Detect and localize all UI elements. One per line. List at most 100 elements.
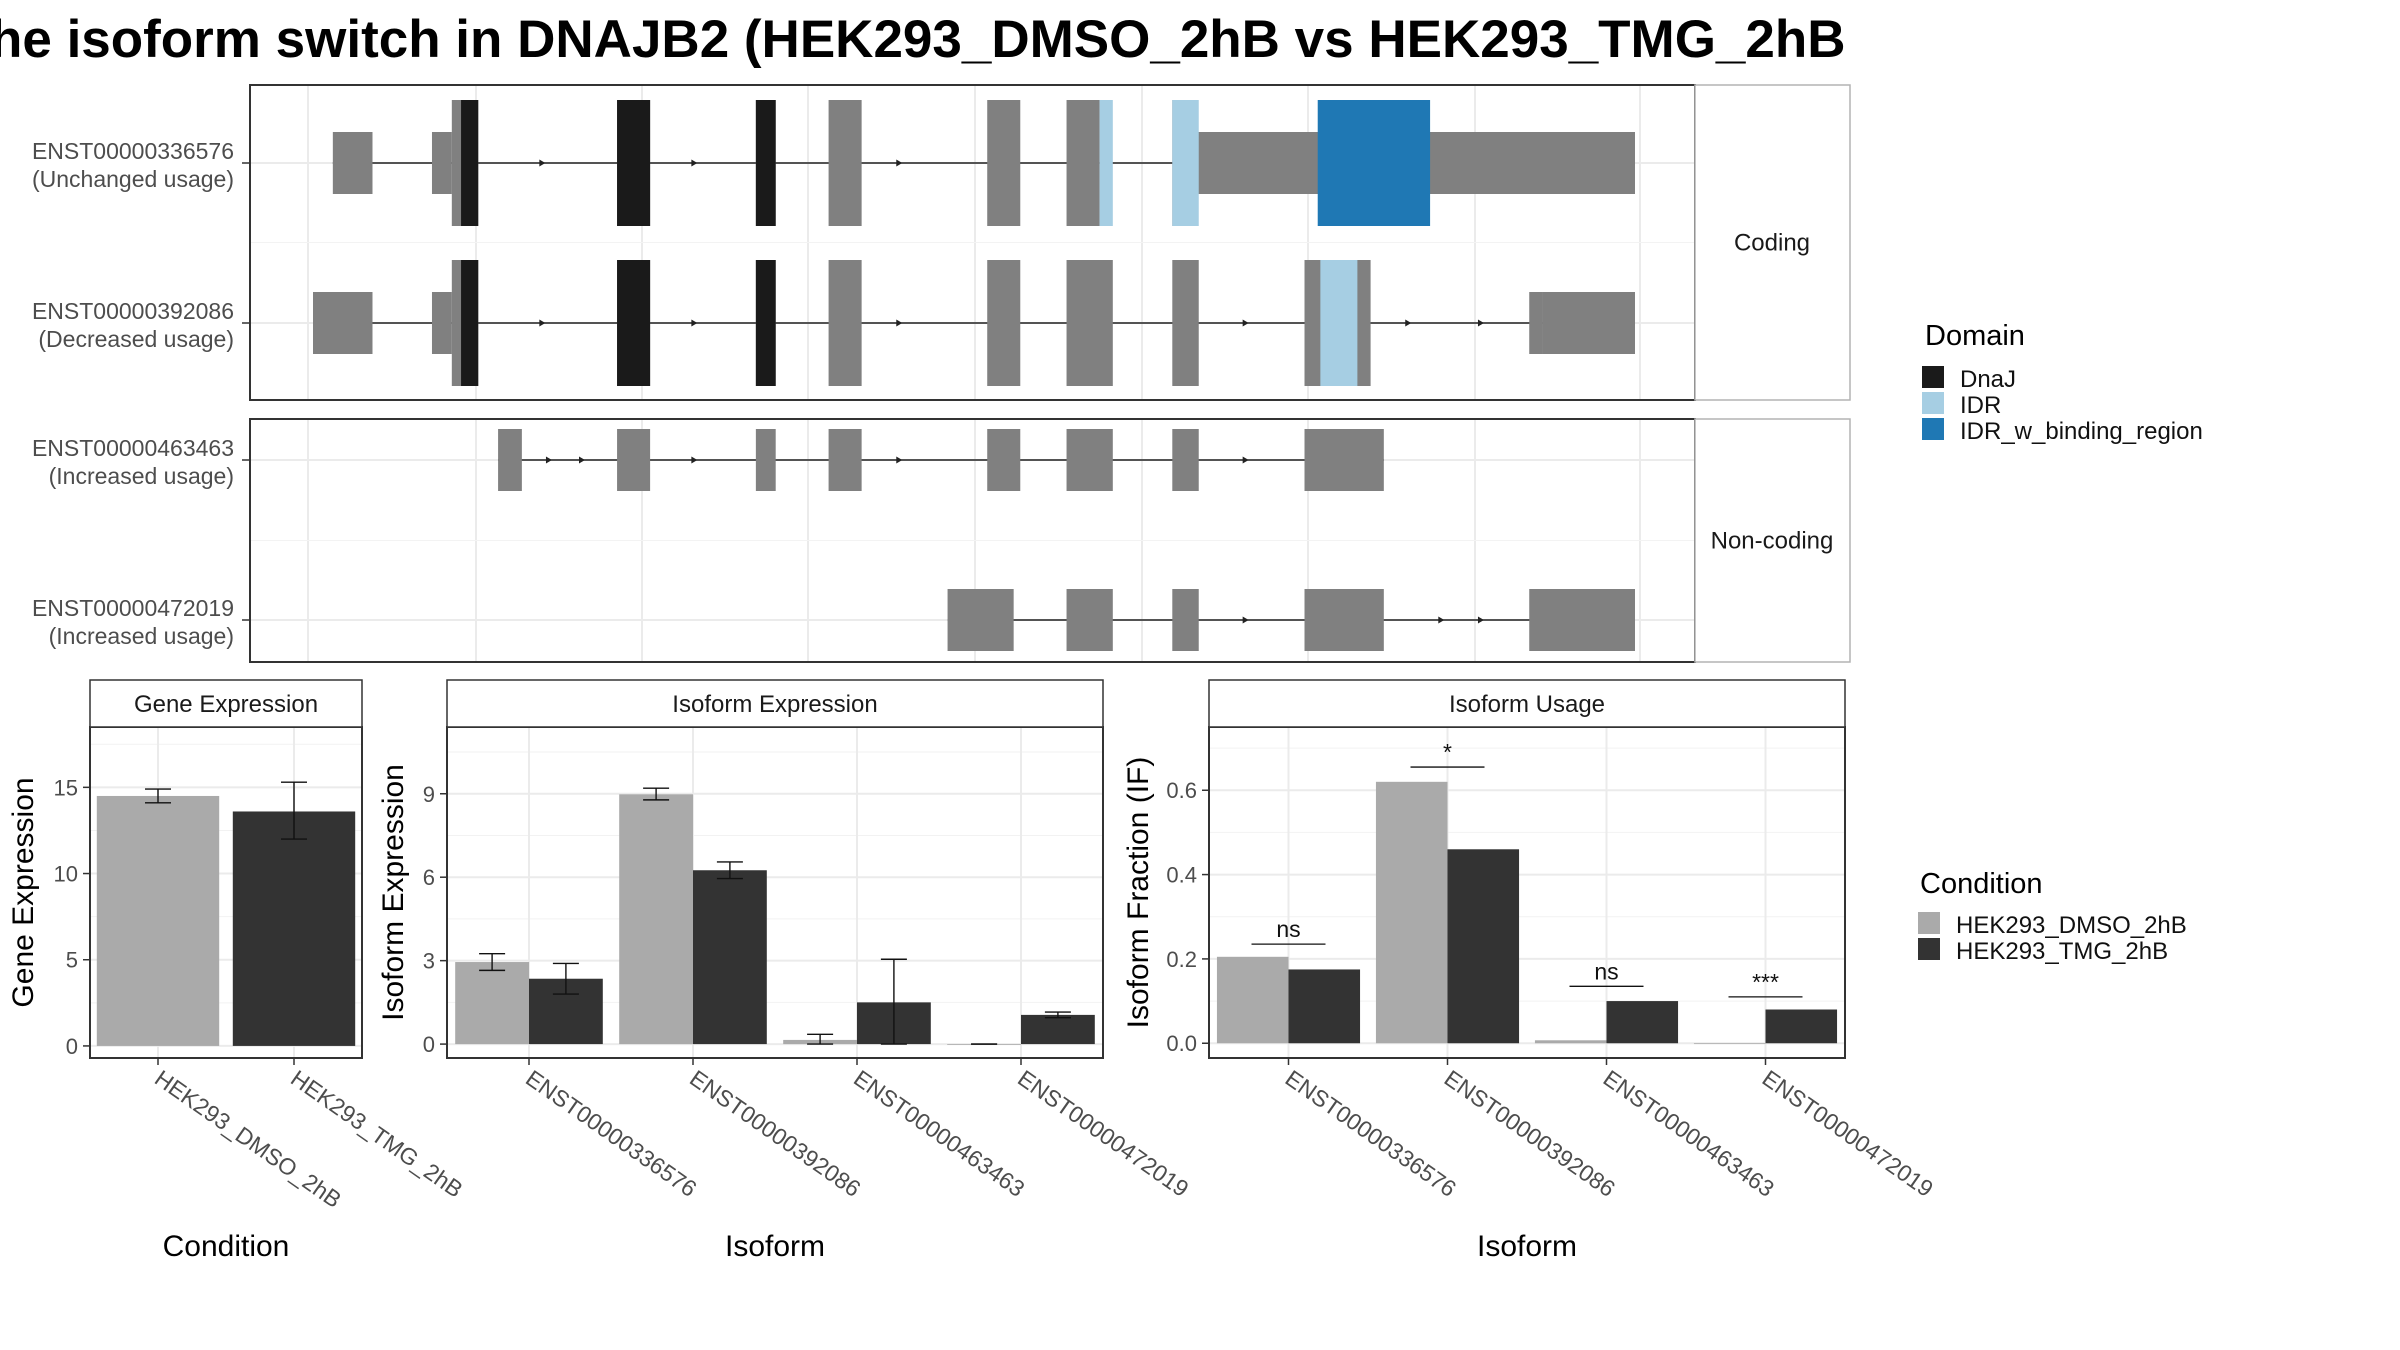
bar <box>1288 969 1361 1044</box>
y-tick-label: 3 <box>423 949 435 974</box>
exon-block <box>987 100 1021 226</box>
bar <box>1606 1001 1679 1044</box>
legend-key-tmg <box>1918 938 1940 960</box>
expression-panels: Gene Expression051015HEK293_DMSO_2hBHEK2… <box>7 679 1938 1263</box>
bar <box>1534 1040 1607 1044</box>
domain-legend-title: Domain <box>1925 320 2025 352</box>
y-axis-title: Isoform Fraction (IF) <box>1122 757 1155 1029</box>
exon-block <box>332 132 373 194</box>
exon-block <box>1066 429 1113 491</box>
bar <box>693 870 767 1045</box>
bar <box>1765 1009 1838 1044</box>
intron-direction-arrow <box>896 456 903 464</box>
bar <box>455 962 529 1045</box>
legend-label-idr: IDR <box>1960 392 2001 419</box>
figure-title: he isoform switch in DNAJB2 (HEK293_DMSO… <box>0 10 1846 69</box>
domain-block <box>1099 100 1113 226</box>
facet-strip <box>1208 679 1846 728</box>
legend-key-idr <box>1922 392 1944 414</box>
y-tick-label: 0.4 <box>1166 863 1197 888</box>
intron-direction-arrow <box>1242 616 1249 624</box>
facet-strip <box>89 679 363 728</box>
legend-label-idr-binding: IDR_w_binding_region <box>1960 418 2203 445</box>
bar <box>619 794 693 1045</box>
domain-block <box>461 260 479 386</box>
intron-direction-arrow <box>579 456 586 464</box>
bar <box>1021 1014 1095 1045</box>
y-tick-label: 0.2 <box>1166 947 1197 972</box>
exon-block <box>1066 589 1113 651</box>
exon-block <box>431 132 452 194</box>
exon-block <box>1172 589 1199 651</box>
facet-strip-label: Isoform Usage <box>1449 691 1605 718</box>
x-axis-title: Isoform <box>1477 1230 1577 1263</box>
exon-block <box>828 429 862 491</box>
y-tick-label: 0 <box>423 1032 435 1057</box>
legend-key-dnaj <box>1922 366 1944 388</box>
exon-block <box>947 589 1014 651</box>
exon-block <box>1066 100 1100 226</box>
bar <box>232 811 356 1046</box>
significance-label: * <box>1443 739 1452 765</box>
facet-strip <box>1694 84 1851 401</box>
legend-key-dmso <box>1918 912 1940 934</box>
exon-block <box>1529 589 1635 651</box>
y-tick-label: 9 <box>423 782 435 807</box>
exon-block <box>617 429 651 491</box>
transcript-usage-label: (Increased usage) <box>49 463 234 489</box>
significance-label: ns <box>1276 916 1300 942</box>
domain-block <box>755 260 776 386</box>
bar <box>1375 781 1448 1044</box>
exon-block <box>498 429 522 491</box>
x-axis-title: Isoform <box>725 1230 825 1263</box>
y-tick-label: 0 <box>66 1034 78 1059</box>
exon-block <box>828 100 862 226</box>
intron-direction-arrow <box>1477 319 1484 327</box>
domain-block <box>1172 100 1199 226</box>
transcript-structure-panel: ENST00000336576(Unchanged usage) ENST0000… <box>32 84 1851 663</box>
domain-block <box>1317 100 1431 226</box>
intron-direction-arrow <box>539 159 546 167</box>
intron-direction-arrow <box>1438 616 1445 624</box>
condition-legend: Condition HEK293_DMSO_2hB HEK293_TMG_2hB <box>1918 868 2187 965</box>
legend-label-tmg: HEK293_TMG_2hB <box>1956 938 2168 965</box>
exon-block <box>987 429 1021 491</box>
transcript-id-label: ENST00000472019 <box>32 595 234 621</box>
facet-strip-label: Non-coding <box>1711 528 1834 555</box>
transcript-id-label: ENST00000336576 <box>32 138 234 164</box>
intron-direction-arrow <box>1477 616 1484 624</box>
exon-block <box>431 292 452 354</box>
intron-direction-arrow <box>691 159 698 167</box>
domain-legend: Domain DnaJ IDR IDR_w_binding_region <box>1922 320 2203 445</box>
significance-label: ns <box>1594 958 1618 984</box>
legend-label-dmso: HEK293_DMSO_2hB <box>1956 912 2187 939</box>
exon-block <box>1542 292 1635 354</box>
intron-direction-arrow <box>1242 456 1249 464</box>
exon-block <box>1066 260 1113 386</box>
transcript-usage-label: (Unchanged usage) <box>32 166 234 192</box>
y-axis-title: Gene Expression <box>7 777 40 1007</box>
intron-direction-arrow <box>1242 319 1249 327</box>
exon-block <box>1172 429 1199 491</box>
facet-strip-label: Gene Expression <box>134 691 318 718</box>
exon-block <box>1529 292 1543 354</box>
exon-block <box>1172 260 1199 386</box>
y-tick-label: 10 <box>54 862 78 887</box>
domain-block <box>755 100 776 226</box>
exon-block <box>755 429 776 491</box>
legend-label-dnaj: DnaJ <box>1960 366 2016 393</box>
facet-strip-label: Isoform Expression <box>672 691 877 718</box>
significance-label: *** <box>1752 969 1779 995</box>
exon-block <box>1304 429 1384 491</box>
y-tick-label: 0.0 <box>1166 1031 1197 1056</box>
legend-key-idr-binding <box>1922 418 1944 440</box>
bar <box>1447 849 1520 1044</box>
bar <box>96 795 220 1046</box>
domain-block <box>617 100 651 226</box>
facet-strip-label: Coding <box>1734 230 1810 257</box>
intron-direction-arrow <box>1405 319 1412 327</box>
intron-direction-arrow <box>545 456 552 464</box>
bar <box>1693 1043 1766 1045</box>
exon-block <box>313 292 373 354</box>
